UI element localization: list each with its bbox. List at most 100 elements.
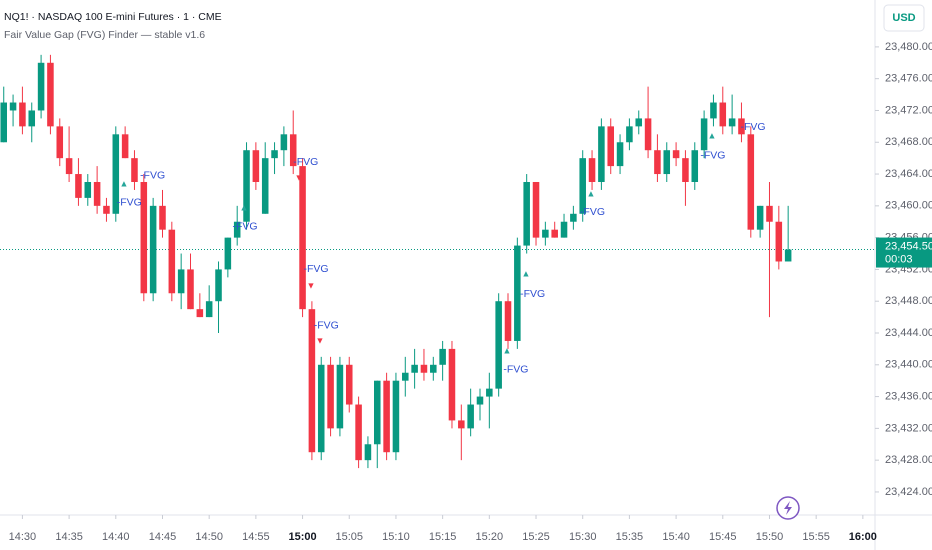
candle-body (131, 158, 138, 182)
y-tick-label: 23,476.00 (885, 73, 932, 85)
fvg-label: -FVG (520, 288, 545, 300)
candle-body (728, 118, 736, 127)
y-tick-label: 23,460.00 (885, 200, 932, 212)
candle-body (373, 380, 381, 445)
candle-body (149, 205, 157, 294)
candle-body (168, 229, 176, 294)
last-price-label: 23,454.50 (885, 240, 932, 252)
icon-bolt (784, 501, 792, 515)
y-tick-label: 23,472.00 (885, 104, 932, 116)
candle-body (336, 364, 344, 429)
candle-body (0, 102, 8, 143)
fvg-label: -FVG (314, 320, 339, 332)
x-tick-label: 14:35 (55, 531, 83, 543)
candle-body (448, 348, 456, 421)
candle-body (261, 158, 269, 214)
y-tick-label: 23,448.00 (885, 295, 932, 307)
up-marker: ▲ (522, 268, 531, 278)
replay-icon[interactable] (776, 496, 800, 520)
y-tick-label: 23,464.00 (885, 168, 932, 180)
candle-body (159, 205, 166, 230)
candle-body (523, 181, 530, 246)
x-tick-label: 15:50 (756, 531, 784, 543)
chart-title: NQ1! · NASDAQ 100 E-mini Futures · 1 · C… (4, 11, 222, 23)
candle-body (47, 62, 54, 127)
candle-body (383, 380, 390, 453)
candle-body (644, 118, 652, 151)
candle-body (402, 372, 409, 381)
currency-label: USD (892, 12, 915, 24)
candle-body (9, 102, 17, 111)
candle-body (719, 102, 727, 127)
candle-body (345, 364, 353, 405)
candle-body (56, 126, 64, 159)
down-marker: ▼ (307, 280, 316, 290)
candle-body (439, 348, 446, 365)
candle-body (598, 126, 605, 182)
fvg-label: -FVG (117, 196, 142, 208)
x-tick-label: 15:15 (429, 531, 457, 543)
candle-body (430, 364, 437, 373)
currency-button[interactable] (883, 4, 925, 32)
candle-body (588, 158, 596, 182)
up-marker: ▲ (708, 130, 717, 140)
candle-body (710, 102, 717, 119)
candle-body (542, 229, 549, 238)
countdown: 00:03 (885, 253, 913, 265)
candle-body (112, 134, 120, 214)
candle-body (103, 205, 110, 214)
candle-body (252, 150, 260, 182)
up-marker: ▲ (503, 345, 512, 355)
candle-body (140, 181, 148, 294)
x-tick-label: 14:50 (195, 531, 223, 543)
candle-body (93, 181, 101, 206)
down-marker: ▼ (295, 172, 304, 182)
candle-body (663, 150, 671, 175)
candle-body (672, 150, 680, 159)
signal-markers: ▲ ▲ ▼ ▼ ▼ ▲ ▲ ▲ ▲ ▼ (120, 130, 755, 355)
fvg-label: -FVG (303, 263, 328, 275)
down-marker: ▼ (746, 137, 755, 147)
candle-body (504, 301, 512, 341)
x-tick-label: 14:55 (242, 531, 270, 543)
candle-body (476, 396, 484, 405)
candle-body (616, 142, 624, 167)
candle-body (756, 205, 764, 230)
candle-body (308, 309, 316, 453)
candle-body (224, 237, 232, 270)
last-price-box (876, 237, 932, 268)
candle-body (28, 110, 36, 127)
candle-body (233, 221, 241, 238)
x-tick-label: 14:45 (149, 531, 177, 543)
y-tick-label: 23,468.00 (885, 136, 932, 148)
candle-body (271, 150, 278, 159)
x-tick-label: 16:00 (849, 531, 877, 543)
candle-body (289, 134, 297, 167)
candle-body (551, 229, 558, 238)
fvg-label: -FVG (503, 363, 528, 375)
candle-body (177, 269, 185, 294)
candle-body (635, 118, 643, 127)
down-marker: ▼ (316, 335, 325, 345)
candle-body (196, 309, 204, 318)
fvg-label: -FVG (580, 206, 605, 218)
y-tick-label: 23,428.00 (885, 454, 932, 466)
fvg-label: -FVG (700, 150, 725, 162)
candle-body (215, 269, 222, 302)
candle-body (19, 102, 26, 127)
candle-body (84, 181, 92, 198)
fvg-label: -FVG (140, 169, 165, 181)
candle-body (364, 444, 372, 461)
candle-body (458, 420, 465, 429)
x-tick-label: 15:05 (335, 531, 363, 543)
x-tick-label: 15:35 (616, 531, 644, 543)
x-tick-label: 15:00 (288, 531, 316, 543)
candle-body (532, 181, 540, 238)
candle-body (495, 301, 502, 389)
fvg-label: -FVG (233, 220, 258, 232)
x-tick-label: 15:55 (802, 531, 830, 543)
fvg-label: -FVG (741, 121, 766, 133)
fvg-label: -FVG (293, 156, 318, 168)
candle-body (467, 404, 474, 429)
